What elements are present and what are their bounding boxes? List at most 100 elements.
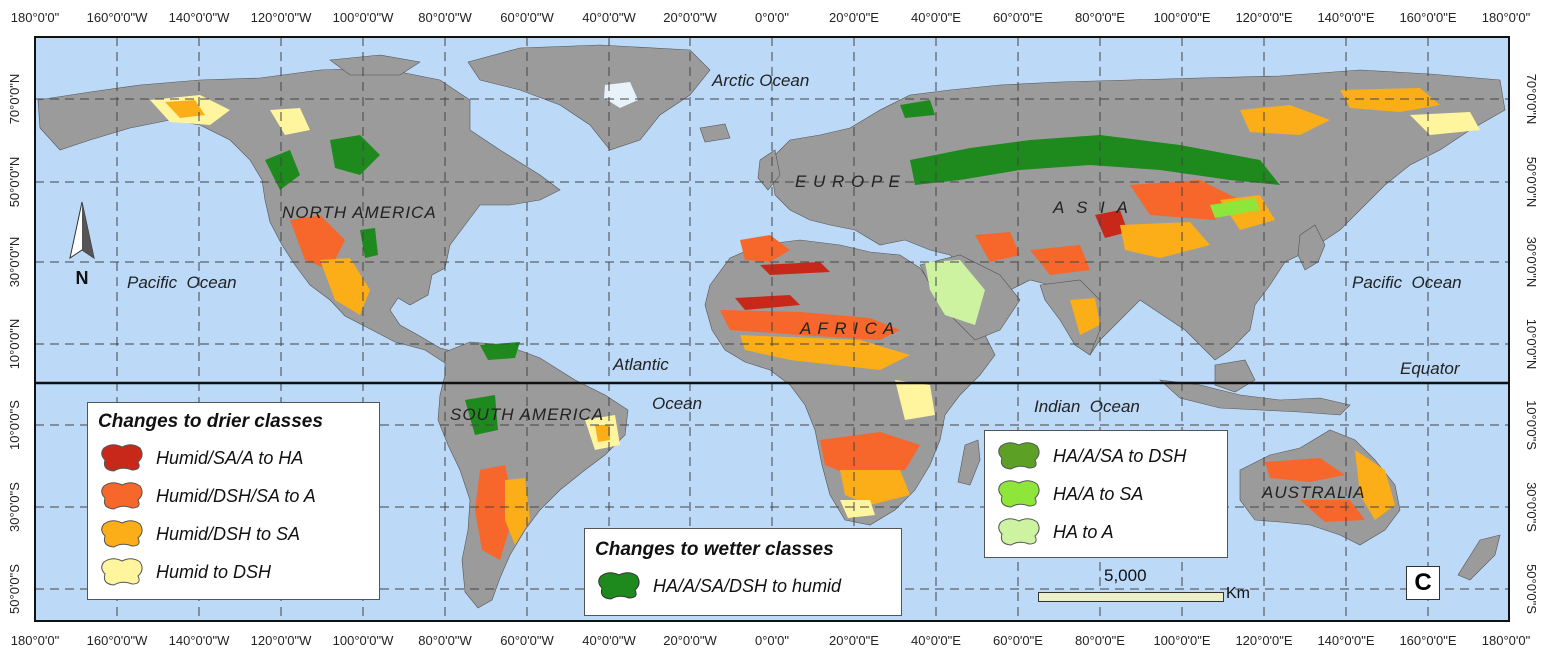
- label-pacific-ocean-east: Pacific Ocean: [1352, 273, 1462, 292]
- change-overlays: [150, 88, 1480, 560]
- left-tick-labels: 70°0'0"N 50°0'0"N 30°0'0"N 10°0'0"N 10°0…: [7, 74, 22, 614]
- left-tick-label: 10°0'0"S: [7, 400, 22, 450]
- af-dsh-2: [840, 500, 875, 518]
- land-new-zealand: [1457, 534, 1501, 581]
- right-tick-label: 30°0'0"N: [1524, 237, 1539, 288]
- eu-wetter-2: [900, 100, 935, 118]
- na-to-sa-1: [320, 258, 370, 315]
- top-tick-label: 120°0'0"W: [251, 10, 312, 25]
- sa-dsh-2: [595, 425, 610, 442]
- north-arrow-shade: [82, 202, 94, 258]
- au-to-sa-1: [1355, 450, 1395, 520]
- label-arctic-ocean: Arctic Ocean: [711, 71, 809, 90]
- as-to-ha-1: [1095, 210, 1128, 238]
- top-tick-label: 160°0'0"E: [1399, 10, 1456, 25]
- top-tick-label: 140°0'0"W: [169, 10, 230, 25]
- right-tick-label: 30°0'0"S: [1524, 482, 1539, 532]
- swatch-blob-icon: [101, 482, 143, 510]
- north-arrow: N: [69, 201, 95, 288]
- top-tick-label: 60°0'0"E: [993, 10, 1043, 25]
- swatch-blob-icon: [998, 518, 1040, 546]
- af-ha-to-a: [925, 260, 985, 325]
- na-dsh-1: [270, 108, 310, 135]
- swatch-blob-icon: [101, 444, 143, 472]
- legend-wetter-subclasses: HA/A/SA to DSH HA/A to SA HA to A: [984, 430, 1228, 558]
- scale-value: 5,000: [1104, 566, 1147, 585]
- legend-item-label: HA to A: [1053, 521, 1114, 542]
- as-dsh-2: [1340, 88, 1440, 112]
- top-tick-label: 40°0'0"E: [911, 10, 961, 25]
- af-to-ha-2: [760, 262, 830, 275]
- bottom-tick-label: 140°0'0"W: [169, 633, 230, 648]
- top-tick-label: 80°0'0"E: [1075, 10, 1125, 25]
- label-atlantic-ocean: Ocean: [652, 394, 702, 413]
- swatch-blob-icon: [598, 572, 640, 600]
- legend-drier-classes: Changes to drier classes Humid/SA/A to H…: [87, 402, 380, 600]
- af-dsh-1: [895, 380, 935, 420]
- as-to-sa-3: [1070, 298, 1100, 335]
- as-ha-a-to-sa: [1210, 198, 1260, 218]
- legend-item-label: Humid/SA/A to HA: [156, 447, 304, 468]
- land-arctic-islands: [329, 54, 421, 76]
- legend-wetter-title: Changes to wetter classes: [595, 539, 834, 560]
- legend-item: Humid/DSH to SA: [98, 515, 369, 553]
- bottom-tick-label: 120°0'0"E: [1235, 633, 1292, 648]
- swatch-blob-icon: [998, 442, 1040, 470]
- na-wetter-3: [360, 228, 378, 258]
- legend-item-label: HA/A/SA/DSH to humid: [653, 575, 842, 596]
- bottom-tick-label: 20°0'0"E: [829, 633, 879, 648]
- sa-to-sa-1: [505, 478, 530, 545]
- bottom-tick-label: 60°0'0"W: [500, 633, 554, 648]
- top-tick-label: 120°0'0"E: [1235, 10, 1292, 25]
- swatch-blob-icon: [101, 558, 143, 586]
- na-dsh-to-sa-1: [165, 100, 205, 118]
- right-tick-label: 10°0'0"N: [1524, 319, 1539, 370]
- right-tick-labels: 70°0'0"N 50°0'0"N 30°0'0"N 10°0'0"N 10°0…: [1524, 74, 1539, 615]
- legend-item: Humid/DSH/SA to A: [98, 477, 369, 515]
- left-tick-label: 30°0'0"N: [7, 237, 22, 288]
- legend-wetter-classes: Changes to wetter classes HA/A/SA/DSH to…: [584, 528, 902, 616]
- legend-drier-title: Changes to drier classes: [98, 411, 323, 432]
- land-indonesia: [1159, 379, 1351, 416]
- af-to-a-1: [720, 310, 900, 340]
- land-north-america: [37, 67, 561, 366]
- bottom-tick-label: 40°0'0"W: [582, 633, 636, 648]
- label-atlantic: Atlantic: [612, 355, 669, 374]
- as-dsh-to-a-3: [1030, 245, 1090, 275]
- as-dsh-1: [1240, 105, 1330, 135]
- left-tick-label: 70°0'0"N: [7, 74, 22, 125]
- top-tick-label: 180°0'0": [1482, 10, 1531, 25]
- legend-item: HA to A: [995, 513, 1217, 551]
- na-to-a-1: [290, 215, 345, 270]
- top-tick-label: 100°0'0"E: [1153, 10, 1210, 25]
- legend-item-label: HA/A/SA to DSH: [1053, 445, 1187, 466]
- sa-wetter-2: [480, 342, 520, 360]
- af-to-a-2: [820, 432, 920, 475]
- bottom-tick-label: 140°0'0"E: [1317, 633, 1374, 648]
- left-tick-label: 50°0'0"S: [7, 564, 22, 614]
- greenland-ice: [604, 82, 638, 108]
- label-indian-ocean: Indian Ocean: [1034, 397, 1140, 416]
- land-greenland: [467, 44, 711, 151]
- label-equator: Equator: [1400, 359, 1461, 378]
- top-tick-label: 20°0'0"W: [663, 10, 717, 25]
- left-tick-label: 30°0'0"S: [7, 482, 22, 532]
- label-north-america: NORTH AMERICA: [282, 203, 437, 222]
- au-to-a-2: [1300, 500, 1365, 522]
- top-tick-labels: 180°0'0" 160°0'0"W 140°0'0"W 120°0'0"W 1…: [11, 10, 1531, 25]
- label-asia: A S I A: [1052, 198, 1129, 217]
- swatch-blob-icon: [101, 520, 143, 548]
- bottom-tick-label: 40°0'0"E: [911, 633, 961, 648]
- as-to-sa-1: [1120, 222, 1210, 258]
- top-tick-label: 140°0'0"E: [1317, 10, 1374, 25]
- af-to-ha-1: [735, 295, 800, 310]
- label-africa: A F R I C A: [799, 319, 895, 338]
- north-arrow-label: N: [76, 268, 89, 288]
- scale-bar: 5,000 Km: [1036, 566, 1276, 606]
- land-madagascar: [957, 439, 981, 486]
- bottom-tick-label: 180°0'0": [11, 633, 60, 648]
- top-tick-label: 40°0'0"W: [582, 10, 636, 25]
- legend-item: HA/A/SA/DSH to humid: [595, 567, 891, 605]
- label-south-america: SOUTH AMERICA: [450, 405, 604, 424]
